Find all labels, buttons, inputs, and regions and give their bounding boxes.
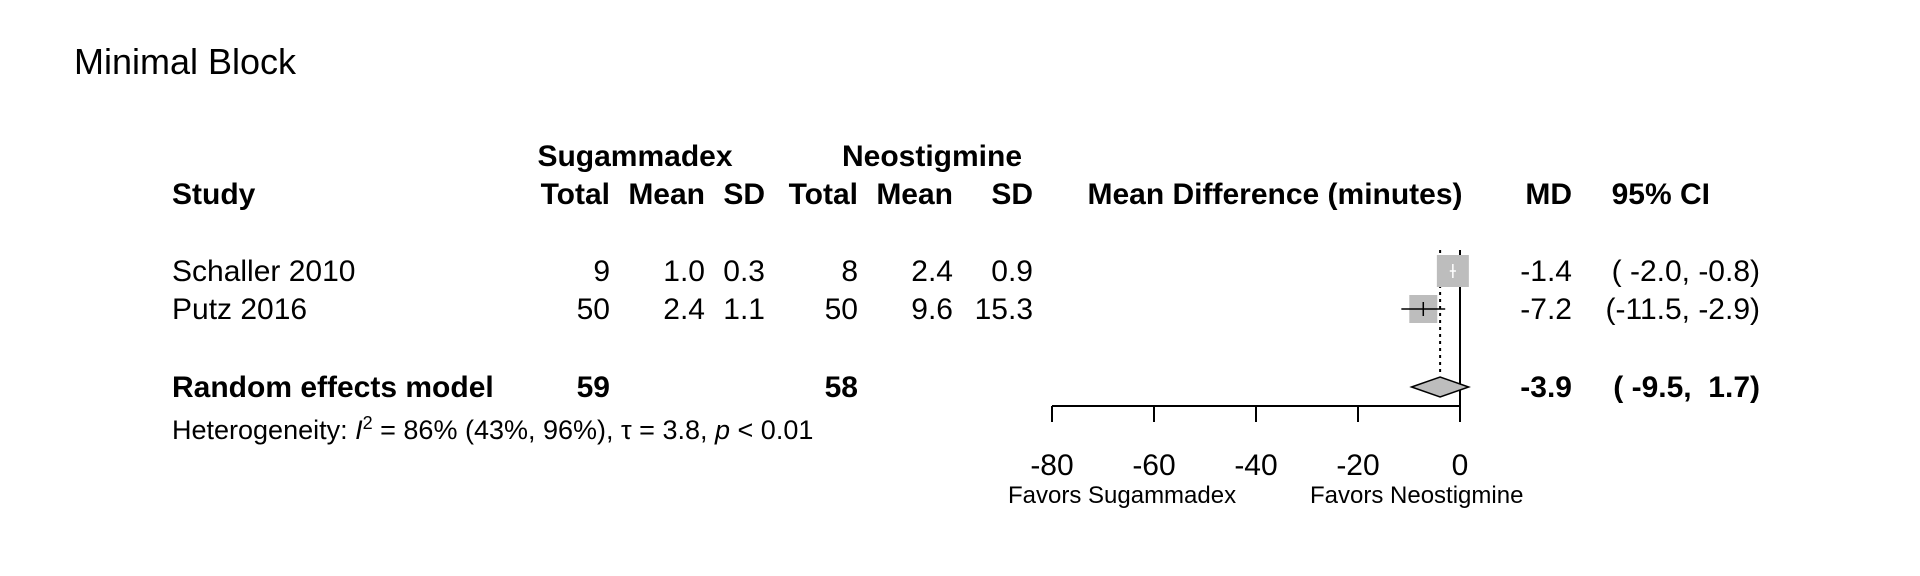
- study-mean2: 9.6: [911, 293, 953, 326]
- x-tick-label: -20: [1336, 449, 1379, 482]
- sd2-header: SD: [991, 178, 1033, 211]
- mean1-header: Mean: [628, 178, 705, 211]
- heterogeneity-text: Heterogeneity: I2 = 86% (43%, 96%), τ = …: [172, 414, 813, 444]
- study-md: -7.2: [1520, 293, 1572, 326]
- sd1-header: SD: [723, 178, 765, 211]
- study-header: Study: [172, 178, 256, 211]
- study-mean1: 1.0: [663, 255, 705, 288]
- i2-label: I: [355, 415, 363, 445]
- study-sd2: 15.3: [974, 293, 1033, 326]
- i2-superscript: 2: [362, 413, 373, 433]
- x-tick-label: -40: [1234, 449, 1277, 482]
- pooled-total2: 58: [824, 371, 858, 404]
- study-total2: 50: [824, 293, 858, 326]
- study-ci: ( -2.0, -0.8): [1611, 255, 1760, 288]
- study-mean1: 2.4: [663, 293, 705, 326]
- study-name: Putz 2016: [172, 293, 308, 326]
- p-label: p: [715, 415, 731, 445]
- favors-right-label: Favors Neostigmine: [1310, 482, 1524, 509]
- study-total1: 9: [593, 255, 610, 288]
- study-total1: 50: [576, 293, 610, 326]
- study-ci: (-11.5, -2.9): [1605, 293, 1761, 326]
- ci-header: 95% CI: [1611, 178, 1710, 211]
- study-sd1: 1.1: [723, 293, 765, 326]
- study-name: Schaller 2010: [172, 255, 356, 288]
- heterogeneity-prefix: Heterogeneity:: [172, 415, 356, 445]
- effect-header: Mean Difference (minutes): [1087, 178, 1463, 211]
- mean2-header: Mean: [876, 178, 953, 211]
- study-md: -1.4: [1520, 255, 1572, 288]
- heterogeneity-stats: = 86% (43%, 96%), τ = 3.8,: [372, 415, 715, 445]
- pooled-diamond: [1409, 376, 1471, 398]
- pooled-md: -3.9: [1520, 371, 1572, 404]
- favors-left-label: Favors Sugammadex: [1008, 482, 1237, 509]
- study-sd1: 0.3: [723, 255, 765, 288]
- total2-header: Total: [788, 178, 858, 211]
- group2-header: Neostigmine: [841, 140, 1023, 173]
- p-value: < 0.01: [730, 415, 814, 445]
- x-tick-label: -80: [1030, 449, 1073, 482]
- group1-header: Sugammadex: [537, 140, 733, 173]
- pooled-name: Random effects model: [172, 371, 494, 404]
- pooled-total1: 59: [576, 371, 610, 404]
- pooled-ci: ( -9.5, 1.7): [1613, 371, 1760, 404]
- study-total2: 8: [841, 255, 858, 288]
- md-header: MD: [1525, 178, 1572, 211]
- study-mean2: 2.4: [911, 255, 953, 288]
- plot-title: Minimal Block: [74, 41, 297, 82]
- study-sd2: 0.9: [991, 255, 1033, 288]
- x-tick-label: 0: [1452, 449, 1469, 482]
- x-tick-label: -60: [1132, 449, 1175, 482]
- total1-header: Total: [540, 178, 610, 211]
